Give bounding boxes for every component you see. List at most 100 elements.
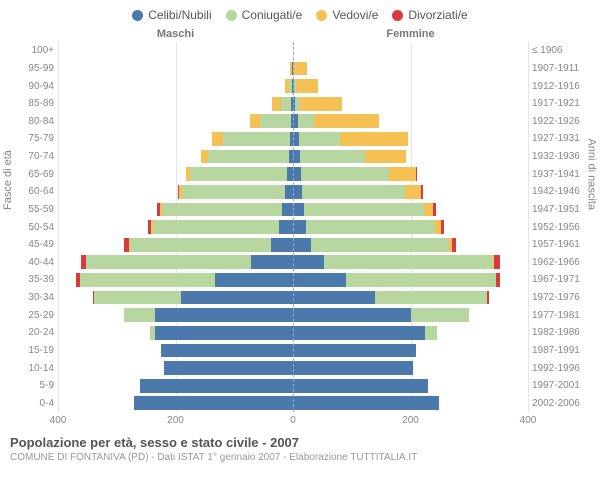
- bar-segment-coniugati: [375, 291, 487, 305]
- age-label: 0-4: [10, 395, 54, 413]
- bar-segment-coniugati: [86, 255, 251, 269]
- bar-male: [58, 44, 293, 58]
- bar-female: [293, 238, 528, 252]
- footer: Popolazione per età, sesso e stato civil…: [10, 435, 590, 463]
- bar-female: [293, 220, 528, 234]
- bar-segment-divorziati: [494, 255, 499, 269]
- bar-female: [293, 308, 528, 322]
- bar-segment-coniugati: [162, 203, 282, 217]
- bar-segment-divorziati: [441, 220, 444, 234]
- y-axis-title-age: Fasce di età: [2, 150, 14, 210]
- legend-swatch-icon: [226, 10, 237, 21]
- age-label: 5-9: [10, 377, 54, 395]
- legend-label: Divorziati/e: [408, 8, 467, 22]
- bar-female: [293, 150, 528, 164]
- bar-segment-coniugati: [301, 167, 389, 181]
- birth-label: 1997-2001: [532, 377, 590, 395]
- legend-label: Coniugati/e: [242, 8, 303, 22]
- bar-male: [58, 167, 293, 181]
- age-label: 80-84: [10, 113, 54, 131]
- bar-segment-coniugati: [304, 203, 424, 217]
- birth-label: ≤ 1906: [532, 42, 590, 60]
- bar-segment-celibi: [293, 308, 411, 322]
- age-label: 30-34: [10, 289, 54, 307]
- age-label: 55-59: [10, 201, 54, 219]
- legend-item-coniugati: Coniugati/e: [226, 8, 303, 22]
- header-female: Femmine: [293, 28, 528, 40]
- legend-swatch-icon: [132, 10, 143, 21]
- bar-female: [293, 255, 528, 269]
- birth-label: 1942-1946: [532, 183, 590, 201]
- age-label: 35-39: [10, 271, 54, 289]
- bar-segment-celibi: [215, 273, 293, 287]
- x-tick: 0: [290, 415, 296, 426]
- bar-segment-coniugati: [300, 150, 365, 164]
- plot-area: [58, 42, 528, 412]
- bar-segment-celibi: [155, 308, 293, 322]
- birth-label: 1962-1966: [532, 254, 590, 272]
- age-label: 50-54: [10, 218, 54, 236]
- bar-segment-coniugati: [306, 220, 435, 234]
- birth-label: 1917-1921: [532, 95, 590, 113]
- chart-container: Celibi/NubiliConiugati/eVedovi/eDivorzia…: [0, 0, 600, 500]
- bar-segment-coniugati: [411, 308, 470, 322]
- birth-label: 1952-1956: [532, 218, 590, 236]
- bar-segment-celibi: [293, 379, 428, 393]
- bar-segment-celibi: [293, 203, 304, 217]
- bar-male: [58, 185, 293, 199]
- birth-label: 1907-1911: [532, 60, 590, 78]
- bar-segment-celibi: [164, 361, 293, 375]
- bar-female: [293, 132, 528, 146]
- bar-segment-vedovi: [365, 150, 406, 164]
- legend-item-divorziati: Divorziati/e: [392, 8, 467, 22]
- legend: Celibi/NubiliConiugati/eVedovi/eDivorzia…: [10, 8, 590, 22]
- age-label: 90-94: [10, 77, 54, 95]
- legend-swatch-icon: [392, 10, 403, 21]
- bar-segment-coniugati: [281, 97, 292, 111]
- bar-male: [58, 238, 293, 252]
- age-label: 25-29: [10, 306, 54, 324]
- bar-female: [293, 185, 528, 199]
- age-label: 65-69: [10, 165, 54, 183]
- chart-title: Popolazione per età, sesso e stato civil…: [10, 435, 590, 450]
- bar-segment-celibi: [293, 361, 413, 375]
- x-axis: 4002000200400: [10, 415, 590, 429]
- bar-male: [58, 220, 293, 234]
- x-tick: 400: [520, 415, 537, 426]
- birth-label: 1977-1981: [532, 306, 590, 324]
- bar-segment-divorziati: [496, 273, 501, 287]
- birth-label: 1922-1926: [532, 113, 590, 131]
- age-label: 85-89: [10, 95, 54, 113]
- bar-segment-coniugati: [182, 185, 285, 199]
- bar-segment-celibi: [293, 185, 302, 199]
- bar-segment-vedovi: [424, 203, 433, 217]
- bar-male: [58, 150, 293, 164]
- age-labels: 100+95-9990-9485-8980-8475-7970-7465-696…: [10, 42, 58, 412]
- bar-male: [58, 361, 293, 375]
- bar-female: [293, 203, 528, 217]
- bar-segment-coniugati: [324, 255, 493, 269]
- bar-female: [293, 344, 528, 358]
- bar-segment-celibi: [140, 379, 293, 393]
- bar-segment-divorziati: [487, 291, 489, 305]
- bar-male: [58, 97, 293, 111]
- bar-female: [293, 97, 528, 111]
- bar-segment-coniugati: [260, 114, 291, 128]
- bar-segment-vedovi: [405, 185, 421, 199]
- bar-segment-celibi: [293, 396, 439, 410]
- bar-male: [58, 396, 293, 410]
- bar-segment-coniugati: [425, 326, 437, 340]
- bar-female: [293, 167, 528, 181]
- bar-male: [58, 308, 293, 322]
- age-label: 100+: [10, 42, 54, 60]
- birth-label: 1932-1936: [532, 148, 590, 166]
- bar-segment-celibi: [293, 344, 416, 358]
- birth-label: 1982-1986: [532, 324, 590, 342]
- legend-label: Celibi/Nubili: [148, 8, 211, 22]
- bar-segment-coniugati: [346, 273, 496, 287]
- bar-segment-celibi: [293, 220, 306, 234]
- bar-male: [58, 273, 293, 287]
- birth-label: 1957-1961: [532, 236, 590, 254]
- birth-label: 1972-1976: [532, 289, 590, 307]
- bar-male: [58, 114, 293, 128]
